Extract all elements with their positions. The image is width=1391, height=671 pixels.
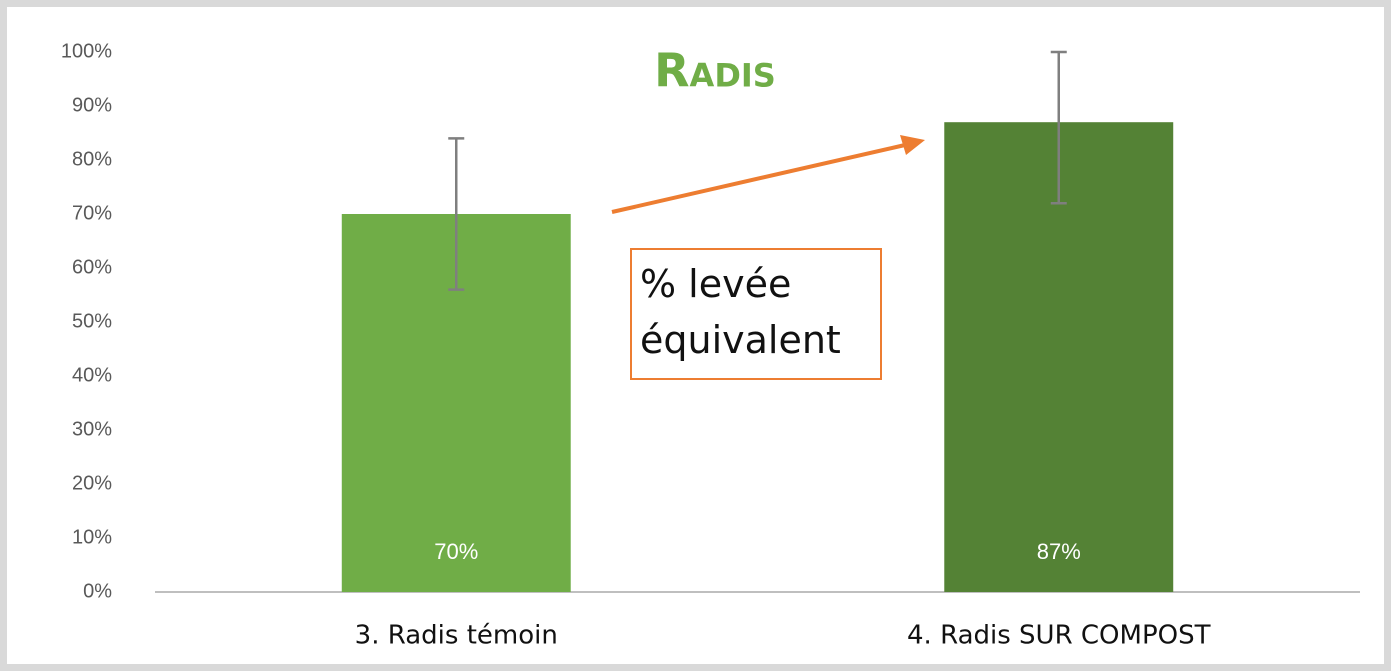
y-tick-label: 0% [83,580,112,602]
x-tick-label: 4. Radis SUR COMPOST [907,621,1211,651]
y-tick-label: 100% [61,40,112,62]
value-label: 70% [434,539,478,564]
chart-title: Radis [654,44,776,98]
value-label: 87% [1037,539,1081,564]
x-tick-label: 3. Radis témoin [355,621,558,651]
annotation: % levée équivalent [630,248,882,380]
y-tick-label: 20% [72,472,112,494]
arrow-head [900,135,925,155]
arrow [611,143,906,214]
y-tick-label: 80% [72,148,112,170]
y-tick-label: 60% [72,256,112,278]
y-tick-label: 70% [72,202,112,224]
y-tick-label: 40% [72,364,112,386]
y-tick-label: 50% [72,310,112,332]
y-tick-label: 10% [72,526,112,548]
y-tick-label: 30% [72,418,112,440]
y-tick-label: 90% [72,94,112,116]
